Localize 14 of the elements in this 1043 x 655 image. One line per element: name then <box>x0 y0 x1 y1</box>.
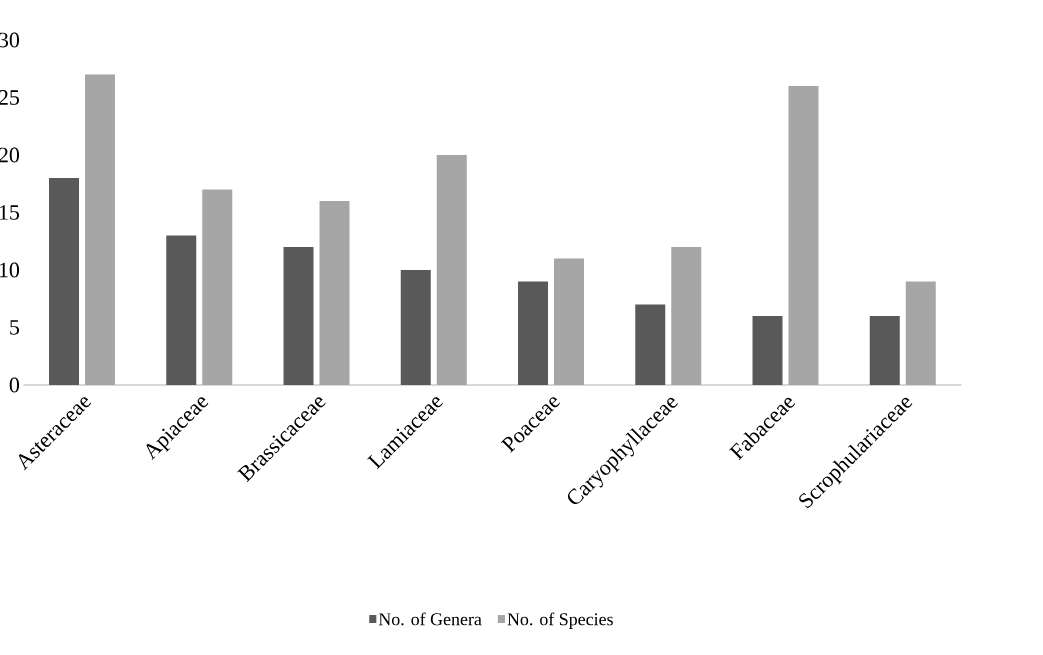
bar <box>283 246 314 385</box>
bar <box>635 304 666 385</box>
y-tick-label: 10 <box>0 262 20 278</box>
bar <box>869 315 900 385</box>
bar <box>752 315 783 385</box>
y-tick-label: 0 <box>9 377 20 393</box>
legend-label: No. of Species <box>507 612 613 629</box>
y-tick-label: 15 <box>0 205 20 220</box>
bar <box>400 269 431 385</box>
bar <box>49 177 80 385</box>
y-tick-label: 5 <box>10 320 20 335</box>
bar <box>166 235 197 385</box>
legend-label: No. of Genera <box>378 612 482 626</box>
bar <box>518 281 549 385</box>
